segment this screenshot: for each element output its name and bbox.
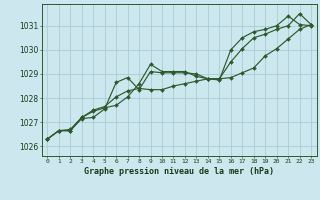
X-axis label: Graphe pression niveau de la mer (hPa): Graphe pression niveau de la mer (hPa) bbox=[84, 167, 274, 176]
